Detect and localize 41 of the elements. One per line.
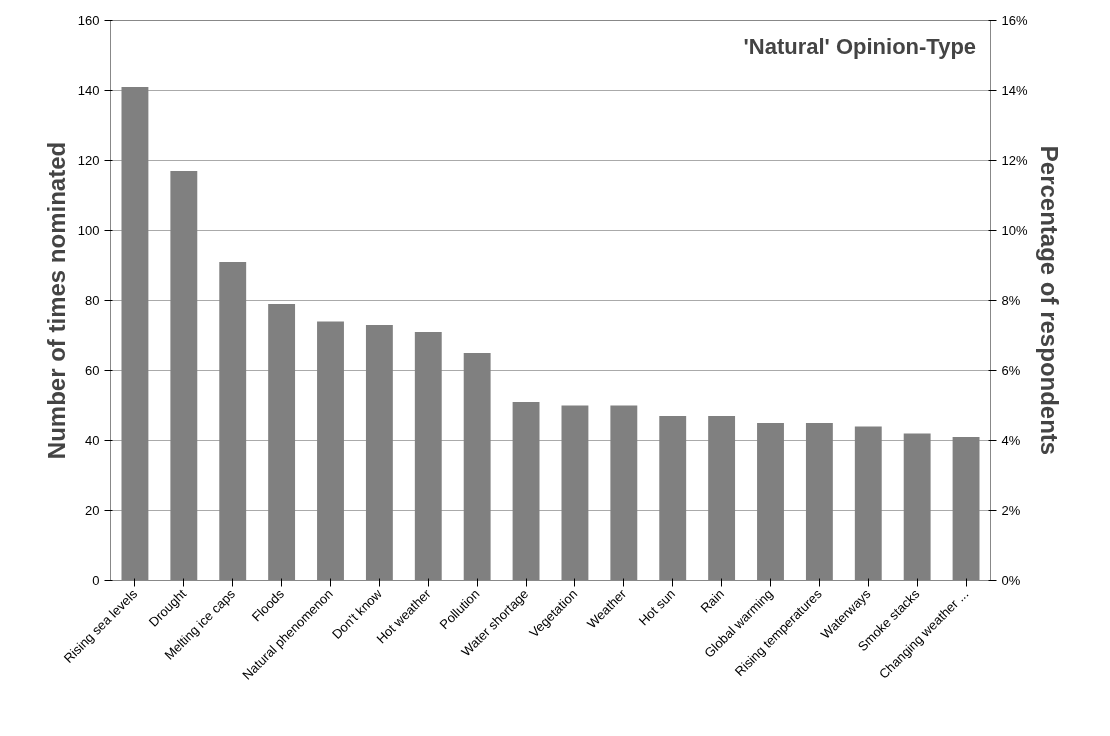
y-tick-label: 160 xyxy=(77,13,100,28)
y2-tick-label: 14% xyxy=(1001,83,1028,98)
y2-tick-label: 4% xyxy=(1001,433,1021,448)
y-tick-label: 0 xyxy=(92,573,100,588)
bar xyxy=(854,426,882,581)
y-tick-label: 120 xyxy=(77,153,100,168)
y-axis-title: Number of times nominated xyxy=(42,141,70,460)
y-tick-label: 60 xyxy=(85,363,100,378)
bar xyxy=(414,332,442,581)
bar xyxy=(805,423,833,581)
bar xyxy=(561,405,589,581)
y2-tick-label: 6% xyxy=(1001,363,1021,378)
x-tick-label: Hot sun xyxy=(635,586,679,629)
y2-tick-label: 12% xyxy=(1001,153,1028,168)
x-tick-label: Rain xyxy=(697,586,727,616)
bar xyxy=(268,304,296,581)
bar xyxy=(365,325,393,581)
bar xyxy=(463,353,491,581)
bar xyxy=(708,416,736,581)
y-tick-label: 80 xyxy=(85,293,100,308)
y2-tick-label: 10% xyxy=(1001,223,1028,238)
bar xyxy=(610,405,638,581)
y2-tick-label: 0% xyxy=(1001,573,1021,588)
bar xyxy=(170,171,198,581)
y-tick-label: 20 xyxy=(85,503,100,518)
bar xyxy=(512,402,540,581)
bar xyxy=(952,437,980,581)
y2-tick-label: 16% xyxy=(1001,13,1028,28)
y2-tick-label: 8% xyxy=(1001,293,1021,308)
y2-axis-title: Percentage of respondents xyxy=(1035,145,1063,456)
bar xyxy=(121,87,149,581)
bar xyxy=(757,423,784,581)
y-tick-label: 40 xyxy=(85,433,100,448)
text: 'Natural' Opinion-Type xyxy=(743,33,977,59)
bar xyxy=(317,321,344,581)
bar xyxy=(219,262,247,581)
y2-tick-label: 2% xyxy=(1001,503,1021,518)
bar xyxy=(903,433,931,581)
bar xyxy=(659,416,687,581)
y-tick-label: 140 xyxy=(77,83,100,98)
y-tick-label: 100 xyxy=(77,223,100,238)
